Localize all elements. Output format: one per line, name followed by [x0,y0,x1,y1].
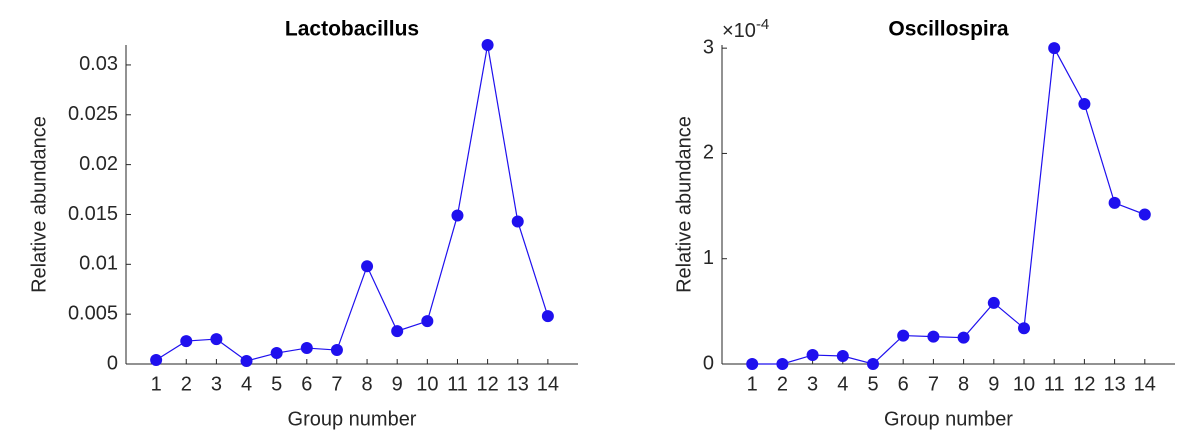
x-tick-label: 12 [476,373,498,395]
x-tick-label: 12 [1073,373,1095,395]
data-point [1138,208,1151,221]
x-tick-label: 5 [271,373,282,395]
data-line [752,46,1146,365]
x-tick-label: 4 [241,373,252,395]
y-tick-label: 3 [703,36,714,58]
data-point [240,355,253,368]
x-tick-label: 6 [301,373,312,395]
data-point [391,325,404,338]
y-tick-label: 0.01 [79,253,118,275]
data-point [150,354,163,367]
x-axis-label: Group number [288,408,417,430]
data-point [300,342,313,355]
data-point [927,330,940,343]
x-tick-label: 9 [988,373,999,395]
chart-panel: Lactobacillus Group number Relative abunda… [28,18,578,430]
y-scale-label: ×10-4 [722,16,769,42]
data-point [421,315,434,328]
data-point [867,358,879,370]
data-line [155,44,549,362]
x-tick-label: 3 [211,373,222,395]
data-point [987,296,1000,309]
x-axis-label: Group number [884,408,1013,430]
y-tick-label: 0.03 [79,53,118,75]
data-point [836,349,849,362]
data-point [957,331,970,344]
x-tick-label: 5 [867,373,878,395]
x-tick-label: 11 [447,373,468,395]
y-tick-label: 1 [703,247,714,269]
y-tick-label: 0 [703,352,714,374]
x-tick-label: 4 [837,373,848,395]
y-tick-label: 2 [703,142,714,164]
x-tick-label: 2 [181,373,192,395]
data-point [1048,42,1061,55]
x-tick-label: 14 [537,373,559,395]
data-point [330,344,343,357]
x-tick-label: 7 [331,373,342,395]
y-tick-label: 0.025 [68,103,118,125]
x-tick-label: 6 [898,373,909,395]
x-tick-label: 14 [1134,373,1156,395]
x-tick-label: 9 [392,373,403,395]
data-point [451,209,464,222]
x-tick-label: 8 [362,373,373,395]
chart-panel: Oscillospira Group number Relative abundan… [673,16,1175,430]
x-tick-label: 7 [928,373,939,395]
data-point [1108,196,1121,209]
data-point [481,39,494,51]
data-point [511,215,524,228]
data-point [1078,97,1091,110]
chart-title: Lactobacillus [285,18,419,41]
y-tick-label: 0.005 [68,302,118,324]
y-axis-label: Relative abundance [673,116,695,293]
data-point [210,333,223,346]
x-tick-label: 8 [958,373,969,395]
data-point [746,358,759,370]
data-point [541,310,554,323]
x-tick-label: 1 [747,373,758,395]
data-point [361,260,374,273]
x-tick-label: 2 [777,373,788,395]
chart-title: Oscillospira [888,18,1009,41]
x-tick-label: 3 [807,373,818,395]
y-tick-label: 0 [107,352,118,374]
x-tick-label: 10 [1013,373,1035,395]
y-tick-label: 0.02 [79,153,118,175]
x-tick-label: 10 [416,373,438,395]
y-tick-label: 0.015 [68,203,118,225]
x-tick-label: 11 [1044,373,1065,395]
data-point [180,335,193,348]
x-tick-label: 1 [151,373,162,395]
data-point [897,329,910,342]
data-point [270,347,283,360]
data-point [806,349,819,362]
x-tick-label: 13 [1103,373,1125,395]
y-axis-label: Relative abundance [28,116,50,293]
x-tick-label: 13 [507,373,529,395]
y-scale-exponent: -4 [756,16,769,33]
data-point [1018,322,1030,335]
data-point [776,358,789,370]
y-scale-base: ×10 [722,20,756,42]
